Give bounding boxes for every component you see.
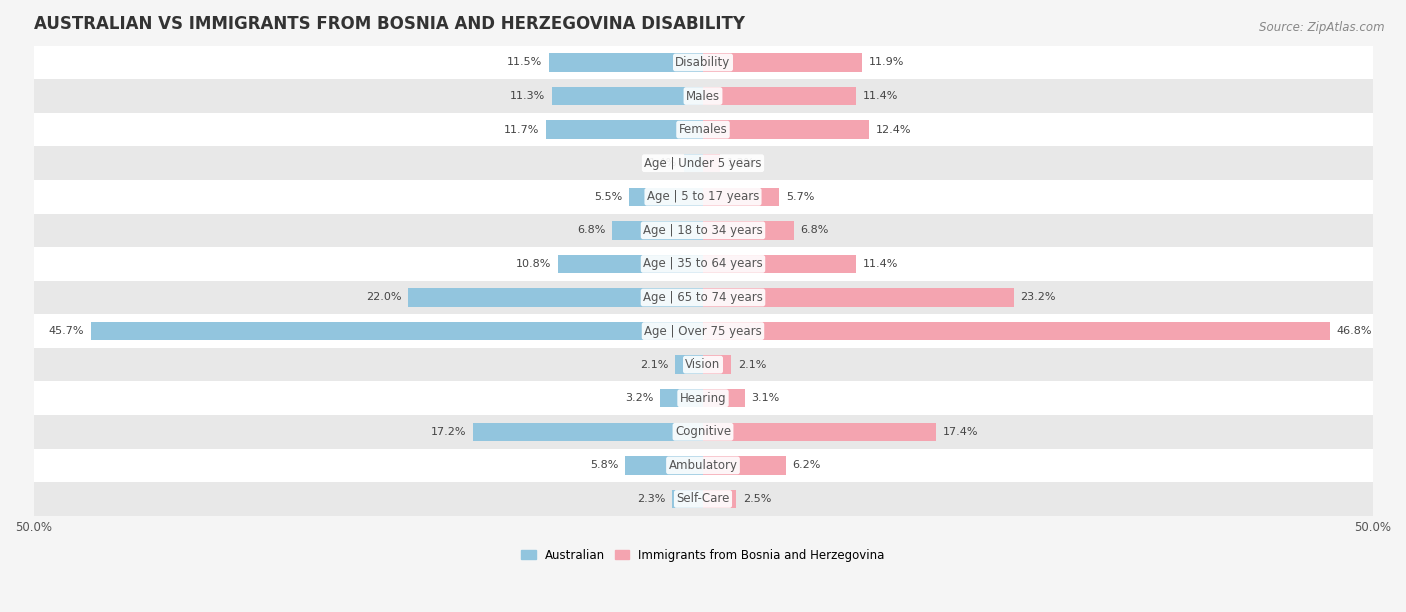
Text: Source: ZipAtlas.com: Source: ZipAtlas.com xyxy=(1260,21,1385,34)
Text: 17.2%: 17.2% xyxy=(430,427,465,437)
Text: 11.5%: 11.5% xyxy=(508,58,543,67)
Text: 2.1%: 2.1% xyxy=(738,360,766,370)
Text: 1.3%: 1.3% xyxy=(727,158,755,168)
Text: 11.3%: 11.3% xyxy=(510,91,546,101)
Bar xyxy=(703,389,745,408)
Bar xyxy=(703,422,936,441)
Text: Disability: Disability xyxy=(675,56,731,69)
Bar xyxy=(626,456,703,475)
Bar xyxy=(34,79,1372,113)
Bar xyxy=(547,121,703,139)
Bar xyxy=(703,154,720,173)
Text: 5.7%: 5.7% xyxy=(786,192,814,202)
Text: Age | Under 5 years: Age | Under 5 years xyxy=(644,157,762,170)
Bar xyxy=(34,180,1372,214)
Bar xyxy=(630,187,703,206)
Text: 12.4%: 12.4% xyxy=(876,125,911,135)
Bar xyxy=(703,490,737,508)
Bar xyxy=(34,315,1372,348)
Bar xyxy=(34,247,1372,281)
Text: 2.3%: 2.3% xyxy=(637,494,665,504)
Bar xyxy=(551,87,703,105)
Text: 5.5%: 5.5% xyxy=(595,192,623,202)
Bar xyxy=(661,389,703,408)
Bar xyxy=(703,456,786,475)
Text: Age | 65 to 74 years: Age | 65 to 74 years xyxy=(643,291,763,304)
Bar xyxy=(408,288,703,307)
Bar xyxy=(472,422,703,441)
Bar xyxy=(703,356,731,374)
Legend: Australian, Immigrants from Bosnia and Herzegovina: Australian, Immigrants from Bosnia and H… xyxy=(516,544,890,566)
Text: 45.7%: 45.7% xyxy=(49,326,84,336)
Text: 11.4%: 11.4% xyxy=(862,259,897,269)
Text: AUSTRALIAN VS IMMIGRANTS FROM BOSNIA AND HERZEGOVINA DISABILITY: AUSTRALIAN VS IMMIGRANTS FROM BOSNIA AND… xyxy=(34,15,745,33)
Text: Age | 18 to 34 years: Age | 18 to 34 years xyxy=(643,224,763,237)
Bar xyxy=(703,322,1330,340)
Text: 17.4%: 17.4% xyxy=(942,427,979,437)
Bar xyxy=(703,53,862,72)
Bar xyxy=(34,281,1372,315)
Text: Vision: Vision xyxy=(685,358,721,371)
Bar xyxy=(34,415,1372,449)
Text: 5.8%: 5.8% xyxy=(591,460,619,471)
Text: Ambulatory: Ambulatory xyxy=(668,459,738,472)
Bar xyxy=(703,255,856,273)
Bar xyxy=(34,449,1372,482)
Text: 6.2%: 6.2% xyxy=(793,460,821,471)
Text: 2.1%: 2.1% xyxy=(640,360,668,370)
Bar xyxy=(703,87,856,105)
Text: Age | Over 75 years: Age | Over 75 years xyxy=(644,324,762,338)
Text: Cognitive: Cognitive xyxy=(675,425,731,438)
Text: 1.4%: 1.4% xyxy=(650,158,678,168)
Text: 6.8%: 6.8% xyxy=(576,225,605,236)
Text: Self-Care: Self-Care xyxy=(676,493,730,506)
Bar xyxy=(672,490,703,508)
Text: 3.2%: 3.2% xyxy=(626,394,654,403)
Bar xyxy=(34,46,1372,79)
Bar xyxy=(703,221,794,239)
Text: 11.9%: 11.9% xyxy=(869,58,904,67)
Bar xyxy=(34,146,1372,180)
Text: 23.2%: 23.2% xyxy=(1021,293,1056,302)
Bar xyxy=(675,356,703,374)
Text: 11.7%: 11.7% xyxy=(505,125,540,135)
Bar xyxy=(703,121,869,139)
Text: Age | 5 to 17 years: Age | 5 to 17 years xyxy=(647,190,759,203)
Text: Age | 35 to 64 years: Age | 35 to 64 years xyxy=(643,258,763,271)
Text: 46.8%: 46.8% xyxy=(1336,326,1372,336)
Bar xyxy=(703,187,779,206)
Text: 11.4%: 11.4% xyxy=(862,91,897,101)
Bar xyxy=(34,348,1372,381)
Bar xyxy=(558,255,703,273)
Bar xyxy=(34,214,1372,247)
Bar xyxy=(703,288,1014,307)
Text: 3.1%: 3.1% xyxy=(751,394,779,403)
Bar xyxy=(34,113,1372,146)
Bar xyxy=(685,154,703,173)
Text: Males: Males xyxy=(686,89,720,103)
Text: 6.8%: 6.8% xyxy=(801,225,830,236)
Bar xyxy=(34,482,1372,516)
Text: 2.5%: 2.5% xyxy=(744,494,772,504)
Bar xyxy=(548,53,703,72)
Text: Females: Females xyxy=(679,123,727,136)
Text: 22.0%: 22.0% xyxy=(366,293,402,302)
Bar xyxy=(91,322,703,340)
Text: Hearing: Hearing xyxy=(679,392,727,405)
Bar xyxy=(34,381,1372,415)
Text: 10.8%: 10.8% xyxy=(516,259,551,269)
Bar xyxy=(612,221,703,239)
